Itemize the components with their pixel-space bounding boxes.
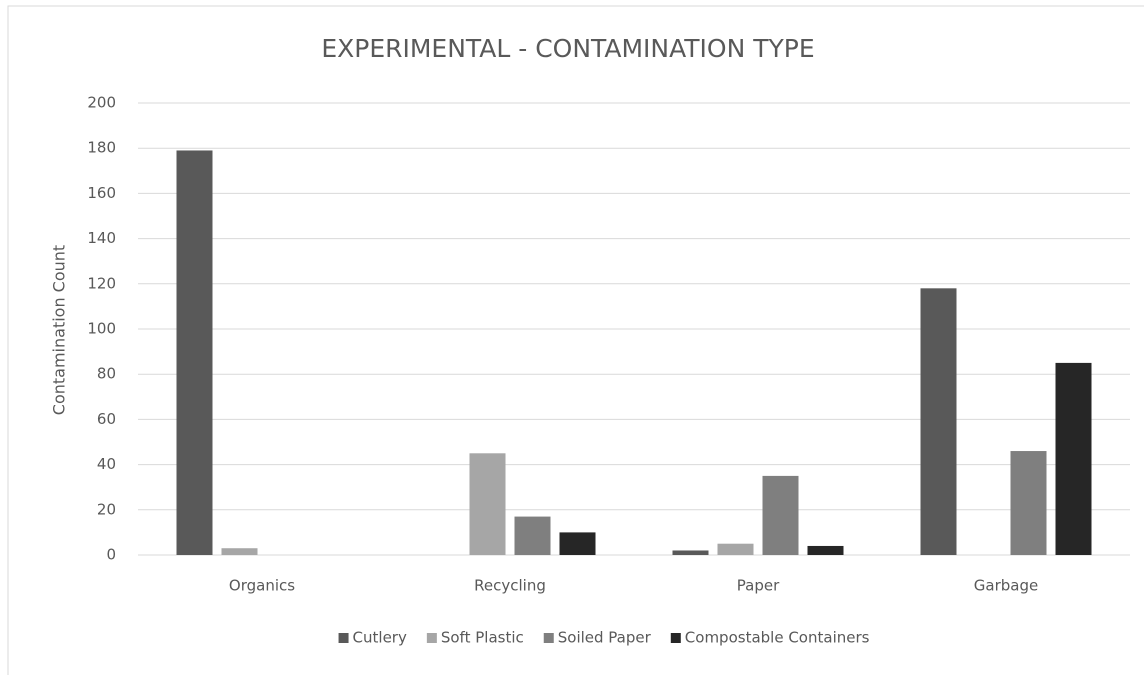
- bar: [176, 150, 213, 555]
- y-tick-label: 60: [97, 410, 116, 428]
- y-tick-label: 140: [87, 229, 116, 247]
- x-tick-label: Paper: [737, 577, 780, 595]
- legend-swatch: [338, 633, 349, 643]
- y-tick-label: 0: [106, 546, 116, 564]
- y-tick-label: 160: [87, 184, 116, 202]
- x-tick-label: Recycling: [474, 577, 546, 595]
- legend-label: Soft Plastic: [441, 629, 524, 647]
- bar: [1010, 451, 1047, 555]
- legend-swatch: [426, 633, 437, 643]
- y-tick-label: 200: [87, 94, 116, 112]
- y-tick-label: 100: [87, 320, 116, 338]
- bar: [807, 545, 844, 555]
- chart-title: EXPERIMENTAL - CONTAMINATION TYPE: [321, 34, 814, 63]
- y-tick-label: 40: [97, 455, 116, 473]
- bar: [920, 288, 957, 555]
- y-tick-label: 120: [87, 274, 116, 292]
- legend-swatch: [543, 633, 554, 643]
- bar: [221, 548, 258, 555]
- bar: [717, 543, 754, 555]
- legend-label: Compostable Containers: [685, 629, 870, 647]
- legend-swatch: [670, 633, 681, 643]
- bar: [672, 550, 709, 555]
- bar: [762, 475, 799, 555]
- y-tick-label: 80: [97, 365, 116, 383]
- x-tick-label: Garbage: [974, 577, 1038, 595]
- bar: [514, 516, 551, 555]
- y-tick-label: 20: [97, 500, 116, 518]
- x-tick-label: Organics: [229, 577, 295, 595]
- y-tick-label: 180: [87, 139, 116, 157]
- bar: [559, 532, 596, 555]
- legend-label: Cutlery: [353, 629, 407, 647]
- legend-label: Soiled Paper: [558, 629, 652, 647]
- y-axis-label: Contamination Count: [50, 245, 69, 415]
- bar: [469, 453, 506, 555]
- bar: [1055, 362, 1092, 555]
